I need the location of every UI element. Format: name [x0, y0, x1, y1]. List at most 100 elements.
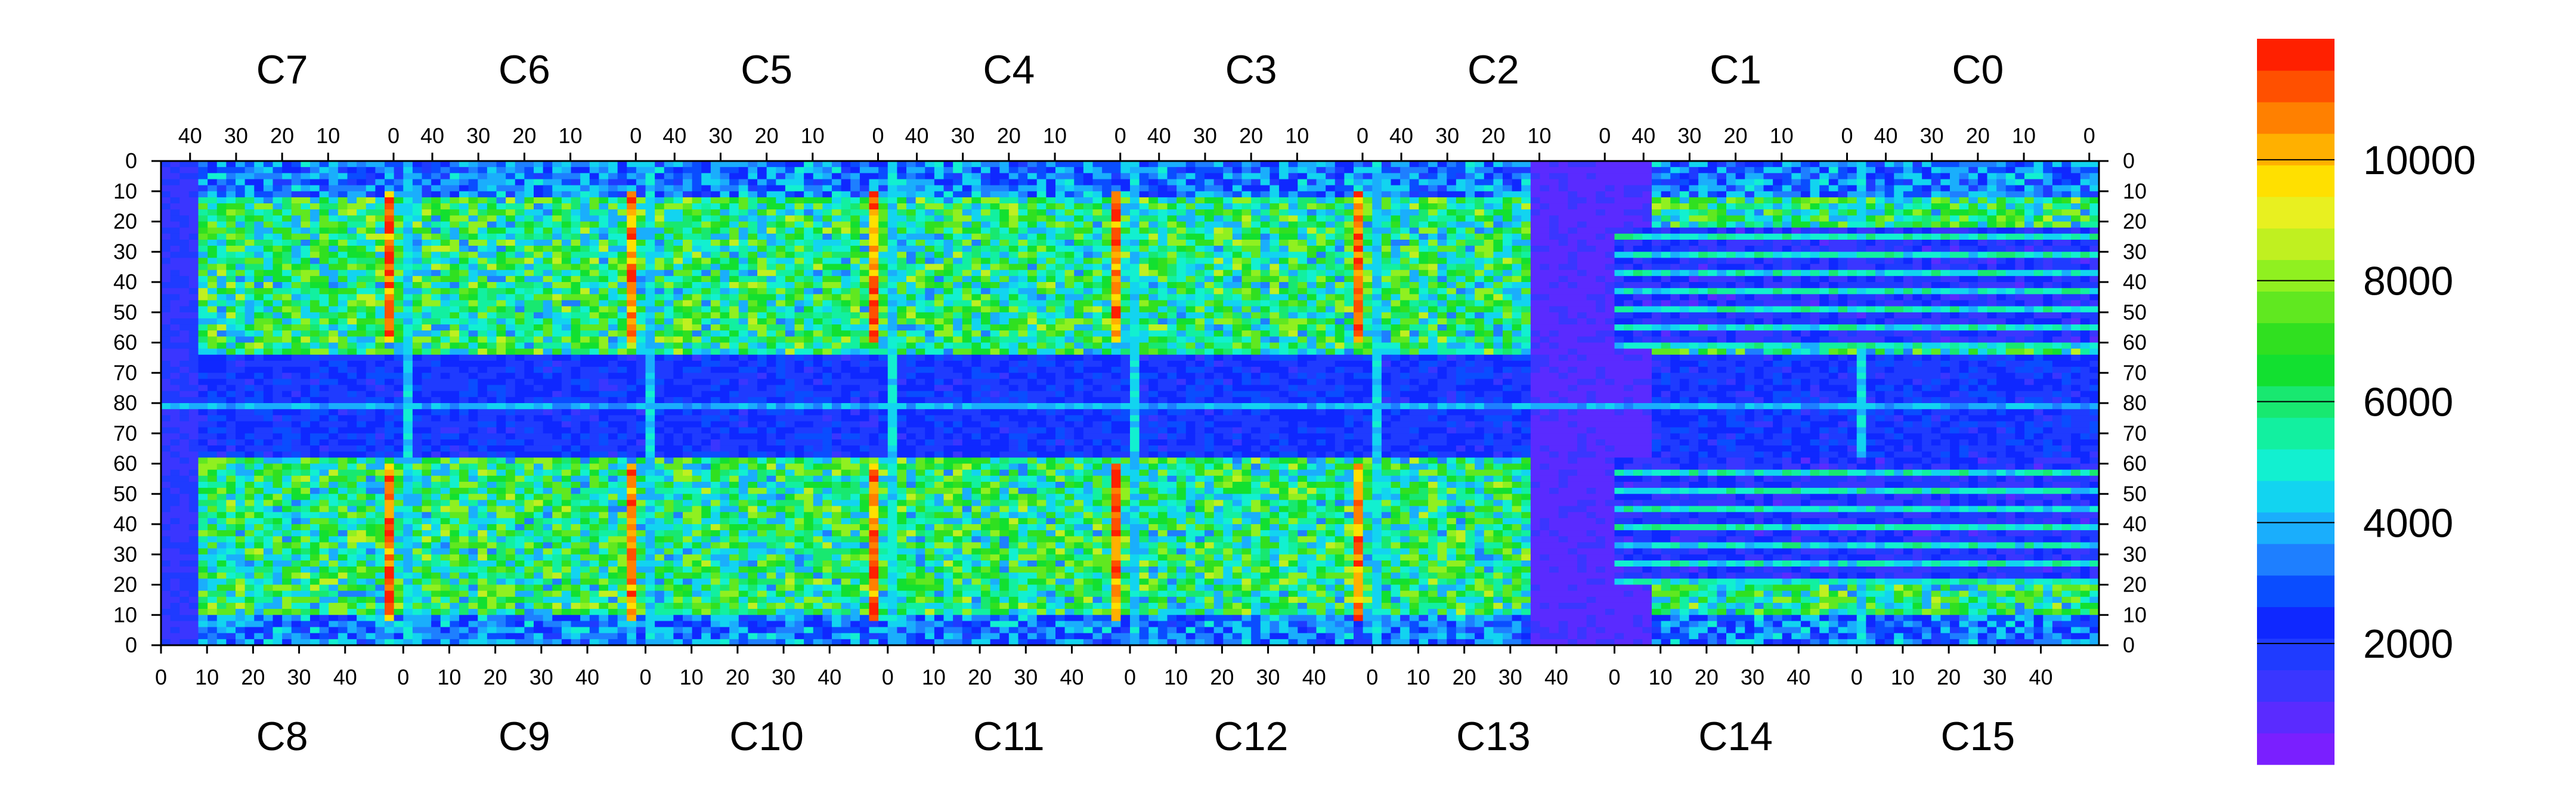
heatmap-cell	[1027, 264, 1038, 271]
heatmap-cell	[850, 252, 870, 258]
heatmap-cell	[617, 282, 627, 289]
heatmap-cell	[403, 300, 413, 307]
heatmap-cell	[1782, 264, 1792, 271]
heatmap-cell	[776, 221, 786, 228]
heatmap-cell	[1055, 258, 1066, 265]
heatmap-cell	[1977, 318, 2007, 325]
heatmap-cell	[1838, 264, 1848, 271]
heatmap-cell	[552, 252, 562, 258]
heatmap-cell	[412, 264, 423, 271]
heatmap-cell	[1903, 233, 1914, 240]
heatmap-cell	[179, 209, 199, 216]
heatmap-cell	[1176, 167, 1187, 174]
heatmap-cell	[1633, 258, 1643, 265]
heatmap-cell	[645, 191, 655, 198]
heatmap-cell	[1717, 209, 1727, 216]
heatmap-cell	[478, 288, 488, 295]
heatmap-cell	[450, 246, 460, 252]
heatmap-cell	[1298, 300, 1308, 307]
heatmap-cell	[1447, 209, 1457, 216]
heatmap-cell	[440, 233, 450, 240]
heatmap-cell	[1773, 306, 1792, 313]
heatmap-cell	[1251, 252, 1261, 258]
heatmap-cell	[580, 318, 590, 325]
heatmap-cell	[1652, 185, 1671, 192]
heatmap-cell	[366, 264, 376, 271]
heatmap-cell	[1614, 233, 1634, 240]
heatmap-cell	[1205, 282, 1215, 289]
heatmap-cell	[161, 288, 190, 295]
heatmap-cell	[850, 185, 860, 192]
heatmap-cell	[1409, 282, 1419, 289]
heatmap-cell	[1381, 191, 1392, 198]
heatmap-cell	[953, 288, 963, 295]
heatmap-cell	[1866, 185, 1876, 192]
heatmap-cell	[766, 246, 776, 252]
heatmap-cell	[329, 282, 339, 289]
heatmap-cell	[645, 312, 655, 319]
heatmap-cell	[1950, 318, 1969, 325]
heatmap-cell	[1484, 215, 1494, 222]
heatmap-cell	[1810, 300, 1820, 307]
heatmap-cell	[1922, 282, 1932, 289]
heatmap-cell	[254, 306, 264, 313]
heatmap-cell	[1987, 221, 1997, 228]
heatmap-cell	[683, 258, 693, 265]
heatmap-cell	[962, 282, 972, 289]
heatmap-cell	[990, 191, 1010, 198]
heatmap-cell	[1577, 203, 1643, 210]
heatmap-cell	[487, 275, 506, 283]
heatmap-cell	[608, 227, 618, 234]
heatmap-cell	[1176, 209, 1187, 216]
heatmap-cell	[571, 239, 581, 246]
heatmap-cell	[925, 282, 935, 289]
heatmap-cell	[1931, 239, 1941, 246]
heatmap-cell	[1801, 270, 1811, 277]
heatmap-cell	[617, 209, 627, 216]
heatmap-cell	[1018, 227, 1028, 234]
heatmap-cell	[794, 300, 804, 307]
heatmap-cell	[487, 324, 497, 331]
heatmap-cell	[794, 227, 804, 234]
heatmap-cell	[1679, 179, 1690, 186]
heatmap-cell	[1335, 173, 1345, 180]
heatmap-cell	[1428, 233, 1438, 240]
heatmap-cell	[1167, 306, 1177, 313]
heatmap-cell	[822, 306, 832, 313]
heatmap-cell	[1521, 173, 1531, 180]
heatmap-cell	[2089, 203, 2100, 210]
heatmap-cell	[943, 312, 953, 319]
heatmap-cell	[1791, 239, 1801, 246]
heatmap-cell	[1828, 264, 1839, 271]
heatmap-cell	[1419, 185, 1429, 192]
heatmap-cell	[776, 275, 786, 283]
heatmap-cell	[1512, 203, 1522, 210]
heatmap-cell	[1624, 300, 1634, 307]
heatmap-cell	[2033, 239, 2044, 246]
heatmap-cell	[1092, 227, 1103, 234]
heatmap-cell	[1306, 318, 1317, 325]
heatmap-cell	[850, 258, 860, 265]
heatmap-cell	[179, 221, 190, 228]
heatmap-cell	[1484, 173, 1494, 180]
heatmap-cell	[962, 233, 972, 240]
heatmap-cell	[1530, 318, 1559, 325]
heatmap-cell	[720, 239, 730, 246]
heatmap-cell	[1959, 173, 1969, 180]
heatmap-cell	[571, 330, 581, 337]
heatmap-cell	[1027, 239, 1038, 246]
heatmap-cell	[1419, 264, 1429, 271]
heatmap-cell	[338, 318, 348, 325]
heatmap-cell	[729, 227, 739, 234]
heatmap-cell	[580, 288, 590, 295]
heatmap-cell	[552, 221, 562, 228]
heatmap-cell	[1008, 324, 1019, 331]
heatmap-cell	[273, 203, 283, 210]
heatmap-cell	[226, 221, 236, 228]
heatmap-cell	[1270, 300, 1280, 307]
heatmap-cell	[338, 161, 348, 168]
heatmap-cell	[347, 179, 357, 186]
heatmap-cell	[515, 306, 525, 313]
heatmap-cell	[506, 282, 516, 289]
heatmap-cell	[524, 264, 534, 271]
